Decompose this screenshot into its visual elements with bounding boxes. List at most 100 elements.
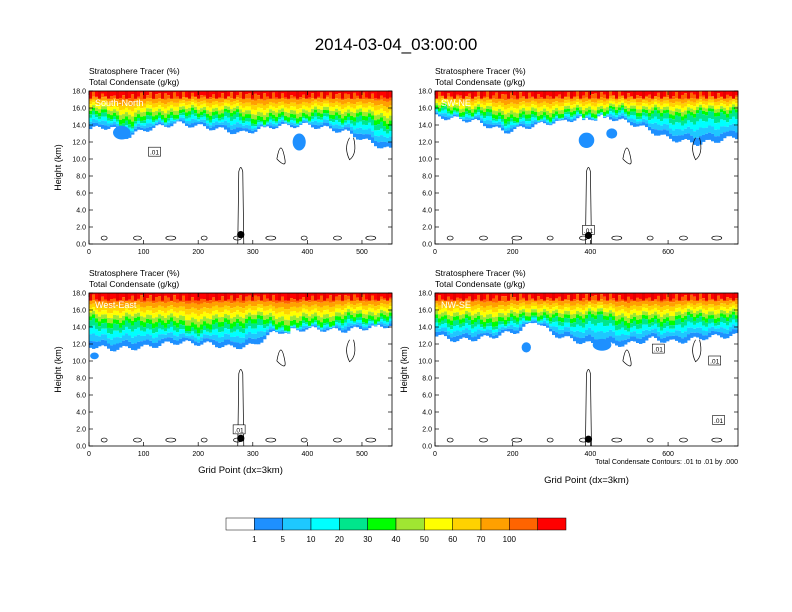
tracer-cell <box>690 115 694 123</box>
tracer-cell <box>284 331 288 333</box>
tracer-cell <box>95 328 99 336</box>
tracer-cell <box>368 315 372 319</box>
tracer-cell <box>344 120 348 123</box>
tracer-cell <box>362 324 366 327</box>
tracer-cell <box>173 293 177 296</box>
tracer-cell <box>260 91 263 99</box>
tracer-cell <box>465 111 469 115</box>
tracer-cell <box>579 114 583 115</box>
tracer-cell <box>597 106 601 111</box>
tracer-cell <box>143 302 147 308</box>
tracer-cell <box>663 323 667 329</box>
tracer-cell <box>603 293 607 297</box>
tracer-cell <box>663 100 667 104</box>
tracer-cell <box>660 125 664 131</box>
tracer-cell <box>230 120 234 126</box>
tracer-cell <box>251 338 255 344</box>
tracer-cell <box>359 293 362 301</box>
tracer-cell <box>152 91 155 99</box>
tracer-cell <box>332 99 336 104</box>
tracer-cell <box>299 328 303 331</box>
tracer-cell <box>576 91 580 97</box>
tracer-cell <box>170 337 174 344</box>
tracer-cell <box>699 104 703 108</box>
tracer-cell <box>311 324 315 326</box>
tracer-cell <box>435 98 439 101</box>
tracer-cell <box>326 293 330 299</box>
tracer-cell <box>546 106 550 111</box>
tracer-cell <box>606 115 610 116</box>
tracer-cell <box>543 320 547 324</box>
tracer-cell <box>534 321 538 323</box>
tracer-cell <box>708 332 712 338</box>
tracer-cell <box>140 330 144 336</box>
tracer-cell <box>693 124 697 132</box>
tracer-cell <box>239 326 243 332</box>
tracer-cell <box>513 300 517 305</box>
tracer-cell <box>717 136 721 143</box>
tracer-cell <box>203 321 207 326</box>
tracer-cell <box>435 300 439 304</box>
tracer-cell <box>164 331 168 335</box>
y-tick-label: 0.0 <box>76 444 86 451</box>
tracer-cell <box>200 95 204 98</box>
tracer-cell <box>732 123 736 131</box>
tracer-cell <box>269 105 273 110</box>
tracer-cell <box>188 338 192 342</box>
tracer-cell <box>438 325 442 329</box>
tracer-cell <box>672 328 676 333</box>
tracer-cell <box>465 318 469 324</box>
tracer-cell <box>627 116 631 119</box>
contour-line <box>679 235 688 241</box>
tracer-cell <box>224 111 228 117</box>
tracer-cell <box>107 322 111 328</box>
tracer-cell <box>735 318 739 323</box>
tracer-cell <box>591 105 595 110</box>
tracer-cell <box>209 332 213 336</box>
tracer-cell <box>558 119 562 120</box>
tracer-cell <box>248 312 252 317</box>
tracer-cell <box>576 112 580 115</box>
tracer-cell <box>326 100 330 104</box>
tracer-cell <box>570 118 574 121</box>
tracer-cell <box>149 319 153 324</box>
tracer-cell <box>717 93 721 99</box>
x-tick-label: 0 <box>433 451 437 458</box>
tracer-cell <box>600 113 604 115</box>
tracer-cell <box>480 306 484 311</box>
tracer-cell <box>609 98 613 101</box>
tracer-cell <box>687 311 691 316</box>
tracer-cell <box>386 91 389 99</box>
tracer-cell <box>597 103 601 107</box>
tracer-cell <box>528 98 532 103</box>
tracer-cell <box>507 328 511 332</box>
tracer-cell <box>597 311 601 315</box>
tracer-cell <box>335 128 339 133</box>
tracer-cell <box>627 317 631 323</box>
tracer-cell <box>131 311 135 317</box>
tracer-cell <box>332 326 336 328</box>
tracer-cell <box>308 123 312 125</box>
tracer-cell <box>221 302 225 308</box>
tracer-cell <box>356 122 360 129</box>
tracer-cell <box>203 91 207 96</box>
tracer-cell <box>657 110 661 114</box>
tracer-cell <box>699 293 703 300</box>
tracer-cell <box>453 331 457 337</box>
tracer-cell <box>290 325 294 327</box>
tracer-cell <box>329 98 333 103</box>
tracer-cell <box>272 91 276 93</box>
tracer-cell <box>323 113 327 117</box>
tracer-cell <box>203 110 207 114</box>
tracer-cell <box>687 327 691 335</box>
tracer-cell <box>582 327 586 333</box>
colorbar-label: 20 <box>335 535 344 544</box>
tracer-cell <box>380 321 384 325</box>
tracer-cell <box>537 312 541 317</box>
tracer-cell <box>266 99 270 105</box>
tracer-cell <box>672 96 676 100</box>
tracer-cell <box>329 316 333 322</box>
tracer-cell <box>161 111 165 116</box>
tracer-cell <box>353 325 357 327</box>
tracer-cell <box>95 301 99 306</box>
